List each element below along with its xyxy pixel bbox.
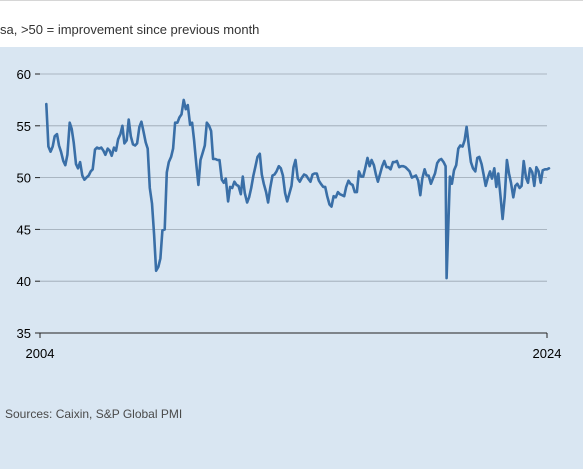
x-tick-label-start: 2004 <box>26 346 55 361</box>
source-note: Sources: Caixin, S&P Global PMI <box>5 407 183 421</box>
series-line-0 <box>45 98 551 280</box>
x-tick-label-end: 2024 <box>533 346 562 361</box>
y-tick-label-55: 55 <box>17 119 31 134</box>
top-divider <box>0 0 583 1</box>
chart-panel <box>0 47 583 469</box>
y-tick-label-45: 45 <box>17 222 31 237</box>
chart-subtitle: sa, >50 = improvement since previous mon… <box>0 22 260 37</box>
y-tick-label-40: 40 <box>17 274 31 289</box>
y-tick-labels: 35 40 45 50 55 60 <box>17 67 31 341</box>
line-chart: 35 40 45 50 55 60 2004 2024 <box>17 67 562 361</box>
y-tick-label-60: 60 <box>17 67 31 82</box>
x-tick-labels: 2004 2024 <box>26 346 562 361</box>
grid-lines <box>35 73 547 334</box>
y-tick-label-35: 35 <box>17 326 31 341</box>
y-tick-label-50: 50 <box>17 171 31 186</box>
x-axis <box>39 332 548 338</box>
series-layer <box>45 98 551 280</box>
